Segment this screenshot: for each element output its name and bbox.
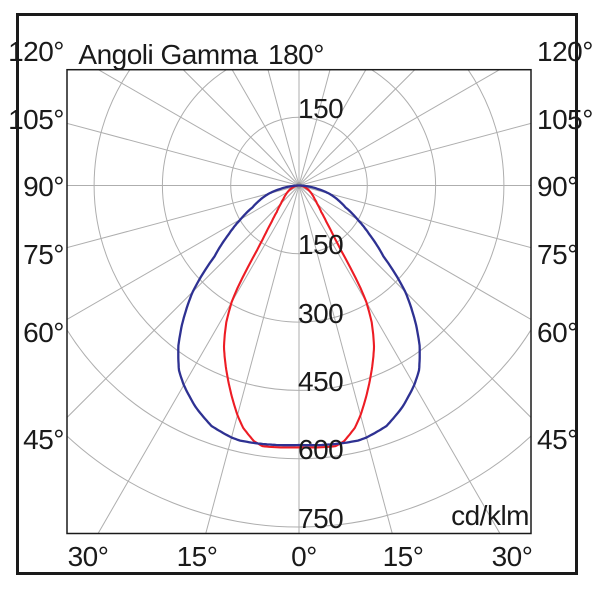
angle-label-right-75: 75° [537, 239, 578, 270]
polar-grid-ray [298, 185, 531, 249]
angle-label-right-60: 60° [537, 317, 578, 348]
polar-grid-ray [231, 69, 300, 186]
polar-grid-ray [298, 69, 501, 186]
polar-grid-ray [205, 185, 300, 534]
polar-grid-ray [97, 185, 300, 534]
angle-label-right-45: 45° [537, 424, 578, 455]
angle-label-right-120: 120° [537, 36, 593, 67]
polar-grid-ray [267, 69, 300, 186]
polar-grid-ray [298, 185, 531, 419]
radial-tick-150: 150 [298, 229, 344, 260]
angle-label-bottom-30R: 30° [491, 541, 533, 572]
polar-grid-ray [298, 69, 331, 186]
outer-frame [16, 13, 578, 575]
polar-grid-circle [93, 69, 505, 391]
polar-grid-ray [298, 185, 501, 534]
angle-label-left-105: 105° [8, 104, 64, 135]
polar-grid-ray [67, 185, 300, 249]
polar-grid-ray [298, 122, 531, 186]
polar-grid-ray [298, 69, 367, 186]
polar-grid-circle [230, 116, 368, 255]
polar-grid-circle [67, 435, 531, 528]
angle-label-left-60: 60° [23, 317, 64, 348]
blue-curve-path [177, 184, 421, 447]
radial-tick-300: 300 [298, 298, 344, 329]
polar-grid-ray [298, 185, 531, 321]
angle-label-left-75: 75° [23, 239, 64, 270]
angle-label-left-120: 120° [8, 36, 64, 67]
angle-label-bottom-15L: 15° [176, 541, 218, 572]
radial-tick-750: 750 [298, 503, 344, 534]
angle-label-180: 180° [268, 39, 324, 70]
polar-grid-ray [67, 122, 300, 186]
unit-label: cd/klm [451, 500, 529, 531]
polar-grid-ray [67, 185, 300, 419]
angle-label-right-90: 90° [537, 171, 578, 202]
polar-grid-ray [182, 69, 300, 186]
radial-tick-150-upper: 150 [298, 93, 344, 124]
angle-label-bottom-15R: 15° [382, 541, 424, 572]
angle-label-left-90: 90° [23, 171, 64, 202]
polar-grid-ray [97, 69, 300, 186]
red-curve-path [222, 184, 376, 449]
polar-grid-ray [67, 185, 300, 321]
plot-border [66, 68, 532, 535]
polar-grid-circle [67, 328, 531, 460]
radial-tick-600: 600 [298, 434, 344, 465]
polar-grid-circle [161, 69, 437, 323]
polar-grid-ray [298, 185, 393, 534]
chart-title: Angoli Gamma [78, 39, 258, 70]
angle-label-bottom-30L: 30° [67, 541, 109, 572]
angle-label-right-105: 105° [537, 104, 593, 135]
angle-label-bottom-0: 0° [291, 541, 317, 572]
polar-grid-ray [298, 69, 416, 186]
radial-tick-450: 450 [298, 366, 344, 397]
angle-label-left-45: 45° [23, 424, 64, 455]
